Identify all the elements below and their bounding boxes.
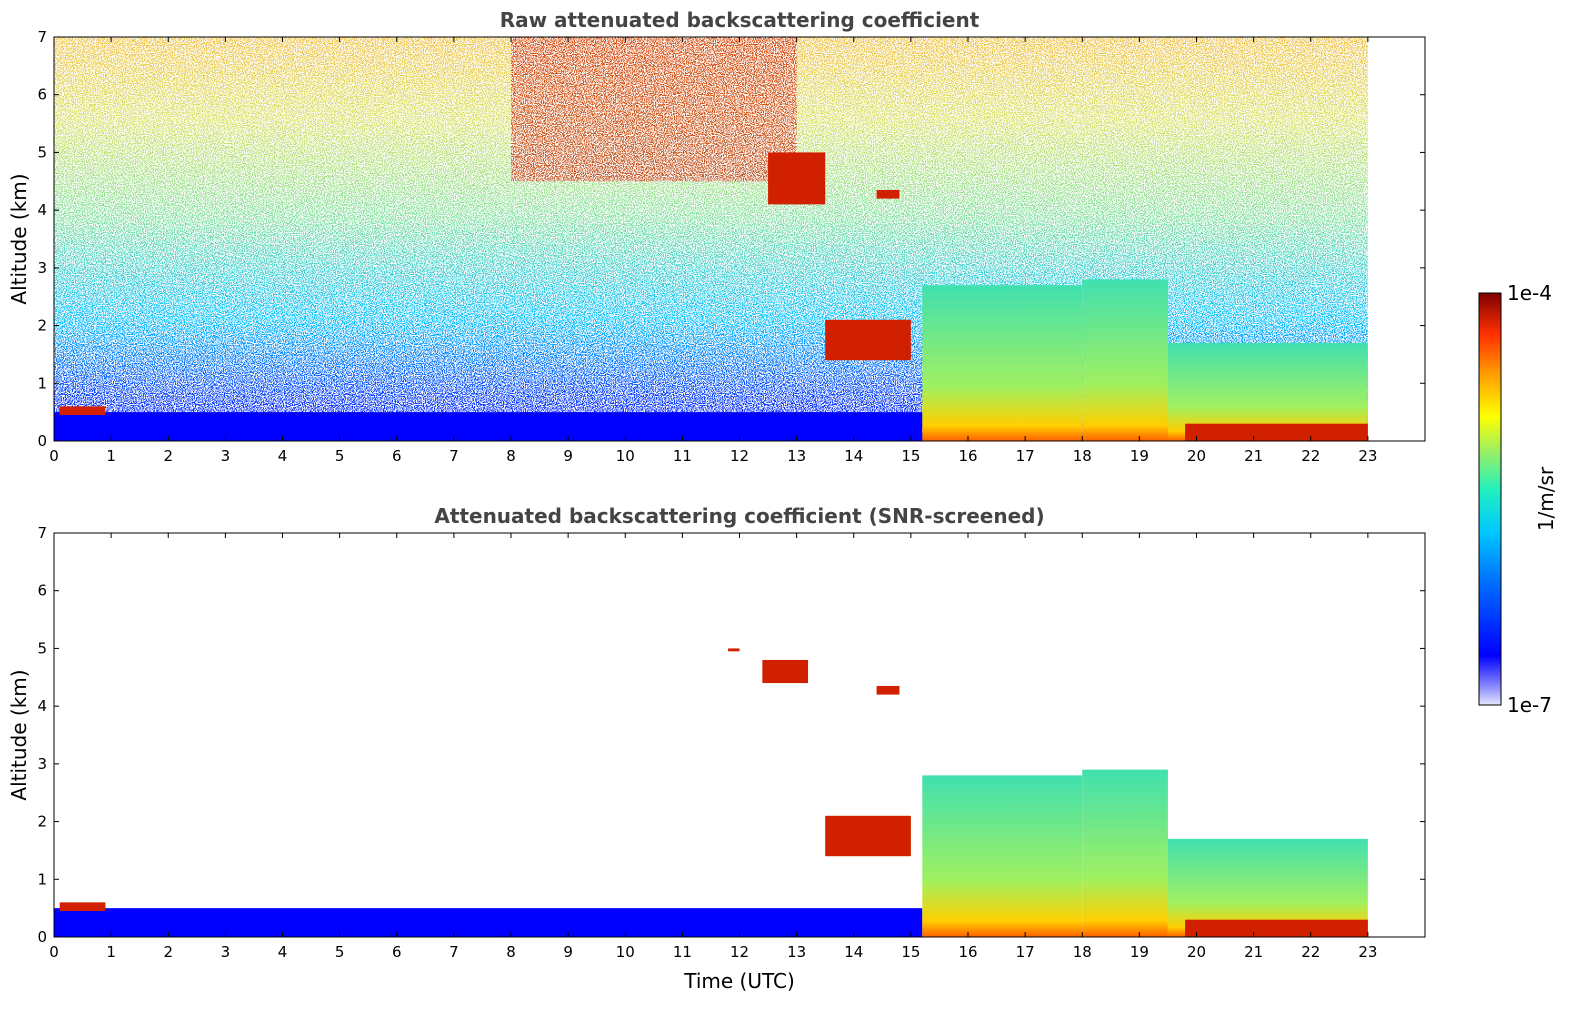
data-feature — [1082, 279, 1168, 441]
data-feature — [762, 659, 809, 684]
x-tick-label: 4 — [278, 447, 288, 465]
x-tick-label: 17 — [1016, 943, 1035, 961]
x-tick-label: 4 — [278, 943, 288, 961]
panel-title: Attenuated backscattering coefficient (S… — [434, 504, 1044, 528]
data-feature — [728, 648, 740, 652]
y-tick-label: 4 — [37, 201, 47, 219]
data-feature — [825, 319, 911, 361]
x-tick-label: 12 — [730, 447, 749, 465]
y-axis-label: Altitude (km) — [7, 669, 31, 800]
y-tick-label: 2 — [37, 813, 47, 831]
data-feature — [825, 815, 911, 857]
x-tick-label: 13 — [787, 943, 806, 961]
colorbar: 1e-4 1e-7 1/m/sr — [1478, 281, 1558, 717]
x-tick-label: 8 — [506, 447, 516, 465]
x-tick-label: 17 — [1016, 447, 1035, 465]
x-tick-label: 9 — [563, 447, 573, 465]
y-tick-label: 5 — [37, 143, 47, 161]
x-tick-label: 21 — [1244, 943, 1263, 961]
y-tick-label: 3 — [37, 259, 47, 277]
x-tick-label: 5 — [335, 447, 345, 465]
x-tick-label: 8 — [506, 943, 516, 961]
x-tick-label: 0 — [49, 943, 59, 961]
x-tick-label: 23 — [1358, 447, 1377, 465]
x-tick-label: 1 — [106, 447, 116, 465]
x-tick-label: 3 — [221, 943, 231, 961]
plot-area — [54, 648, 1368, 937]
colorbar-unit-label: 1/m/sr — [1534, 466, 1558, 531]
x-tick-label: 9 — [563, 943, 573, 961]
x-tick-label: 18 — [1073, 447, 1092, 465]
x-tick-label: 15 — [901, 943, 920, 961]
y-tick-label: 7 — [37, 524, 47, 542]
x-tick-label: 0 — [49, 447, 59, 465]
y-axis-label: Altitude (km) — [7, 173, 31, 304]
x-tick-label: 7 — [449, 943, 459, 961]
y-tick-label: 6 — [37, 86, 47, 104]
y-tick-label: 0 — [37, 432, 47, 450]
x-tick-label: 18 — [1073, 943, 1092, 961]
x-tick-label: 20 — [1187, 447, 1206, 465]
panel-1: 0 1 2 3 4 5 6 7 8 9 10 11 12 13 14 15 16 17 18 19 20 21 22 2301… — [7, 8, 1426, 465]
data-feature — [768, 152, 826, 205]
x-tick-label: 2 — [163, 447, 173, 465]
x-tick-label: 16 — [958, 943, 977, 961]
data-feature — [1185, 423, 1368, 441]
x-tick-label: 6 — [392, 447, 402, 465]
x-tick-label: 19 — [1130, 943, 1149, 961]
panel-title: Raw attenuated backscattering coefficien… — [500, 8, 980, 32]
data-feature — [922, 775, 1083, 937]
colorbar-max-label: 1e-4 — [1507, 281, 1552, 305]
x-tick-label: 20 — [1187, 943, 1206, 961]
y-tick-label: 4 — [37, 697, 47, 715]
y-tick-label: 6 — [37, 582, 47, 600]
data-feature — [54, 908, 923, 937]
data-feature — [1185, 919, 1368, 937]
x-tick-label: 12 — [730, 943, 749, 961]
x-tick-label: 11 — [673, 447, 692, 465]
x-tick-label: 22 — [1301, 943, 1320, 961]
x-tick-label: 14 — [844, 447, 863, 465]
x-tick-label: 16 — [958, 447, 977, 465]
x-tick-label: 22 — [1301, 447, 1320, 465]
data-feature — [54, 412, 923, 441]
x-tick-label: 3 — [221, 447, 231, 465]
colorbar-gradient — [1478, 292, 1502, 706]
x-tick-label: 14 — [844, 943, 863, 961]
data-feature — [59, 902, 106, 912]
panel-2: 0 1 2 3 4 5 6 7 8 9 10 11 12 13 14 15 16 17 18 19 20 21 22 2301… — [7, 504, 1426, 993]
data-feature — [876, 189, 900, 199]
data-feature — [511, 37, 797, 182]
x-tick-label: 5 — [335, 943, 345, 961]
x-tick-label: 23 — [1358, 943, 1377, 961]
x-tick-label: 19 — [1130, 447, 1149, 465]
x-tick-label: 1 — [106, 943, 116, 961]
x-tick-label: 2 — [163, 943, 173, 961]
x-tick-label: 21 — [1244, 447, 1263, 465]
x-tick-label: 6 — [392, 943, 402, 961]
data-feature — [876, 685, 900, 695]
y-tick-label: 1 — [37, 374, 47, 392]
x-axis-label: Time (UTC) — [683, 969, 795, 993]
y-tick-label: 7 — [37, 28, 47, 46]
y-tick-label: 1 — [37, 870, 47, 888]
y-tick-label: 2 — [37, 317, 47, 335]
plot-area — [54, 37, 1368, 441]
x-tick-label: 15 — [901, 447, 920, 465]
y-tick-label: 0 — [37, 928, 47, 946]
data-feature — [1082, 769, 1168, 937]
y-tick-label: 5 — [37, 639, 47, 657]
x-tick-label: 7 — [449, 447, 459, 465]
x-tick-label: 10 — [616, 447, 635, 465]
data-feature — [922, 285, 1083, 441]
y-tick-label: 3 — [37, 755, 47, 773]
data-feature — [59, 406, 106, 416]
colorbar-min-label: 1e-7 — [1507, 693, 1552, 717]
x-tick-label: 11 — [673, 943, 692, 961]
x-tick-label: 10 — [616, 943, 635, 961]
x-tick-label: 13 — [787, 447, 806, 465]
